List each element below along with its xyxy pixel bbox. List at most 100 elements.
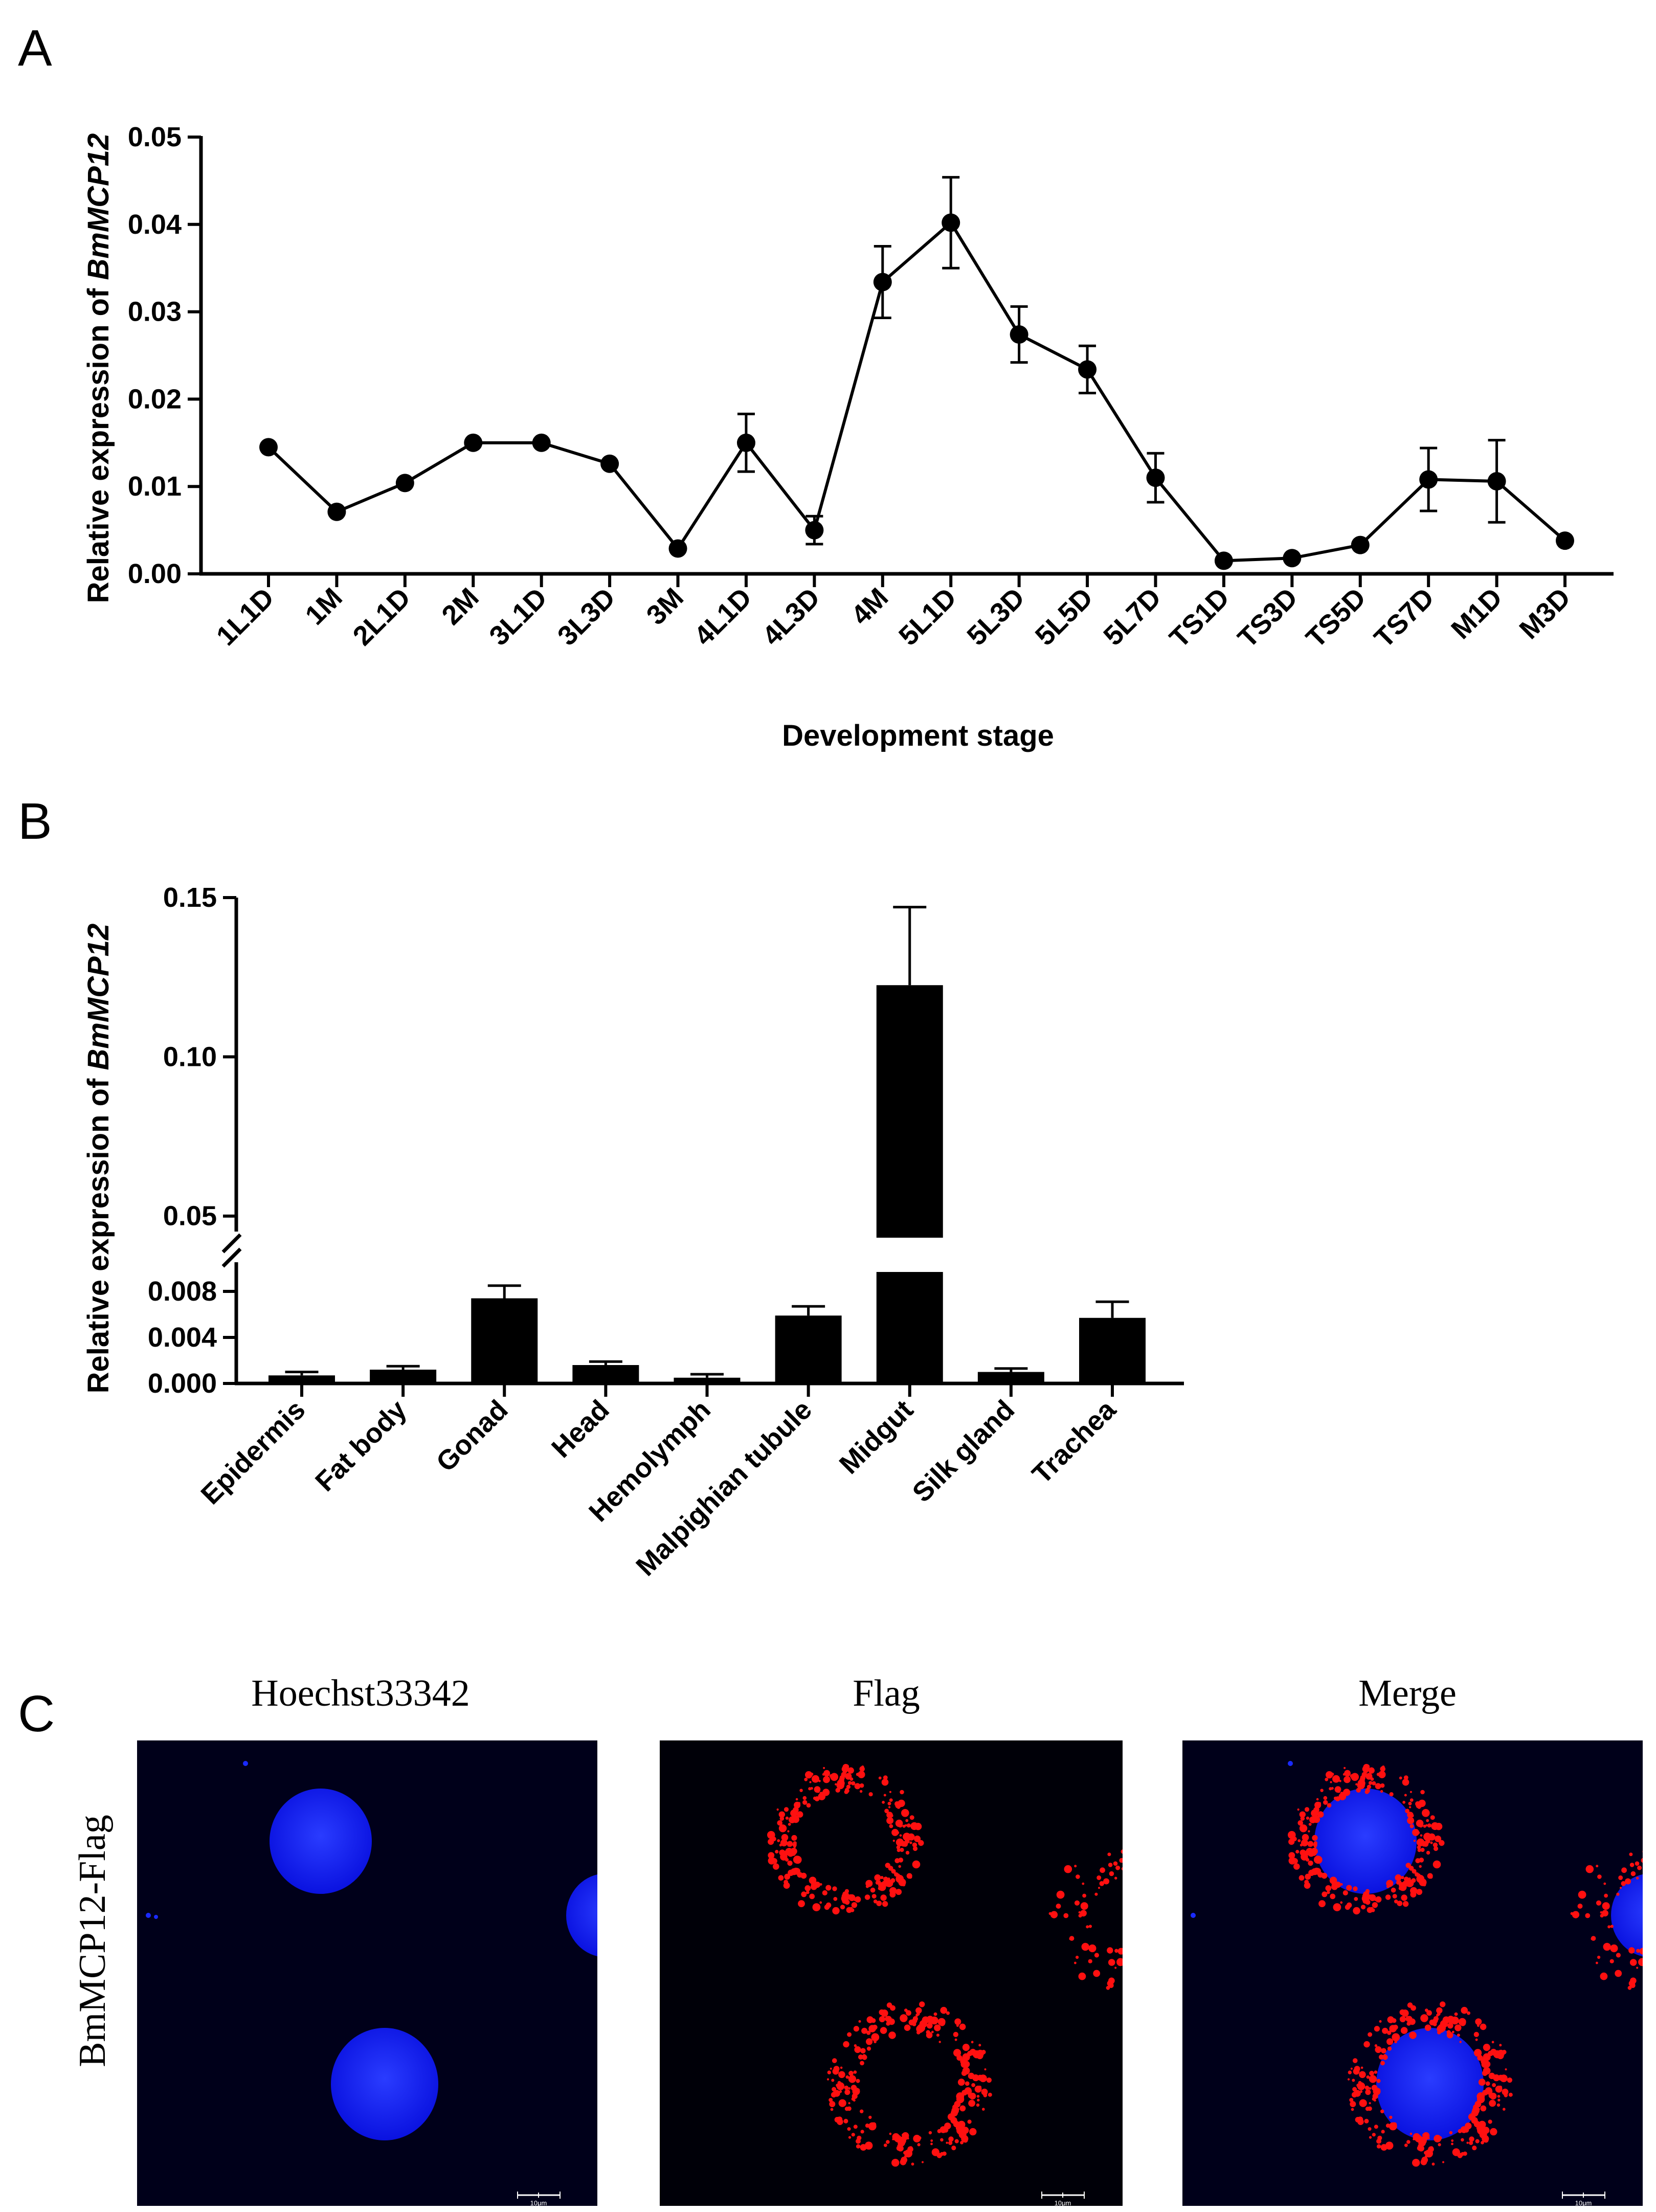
flag-dot: [902, 1883, 906, 1887]
flag-dot: [1353, 1886, 1358, 1891]
flag-dot: [1144, 1948, 1147, 1951]
flag-dot: [977, 2098, 980, 2102]
flag-dot: [1153, 1946, 1157, 1950]
flag-dot: [819, 1901, 822, 1904]
chart-b-ylabel: Relative expression of BmMCP12: [82, 924, 115, 1394]
flag-dot: [1353, 2092, 1358, 2096]
flag-dot: [1318, 1802, 1322, 1805]
flag-dot: [902, 2133, 905, 2137]
flag-dot: [953, 2031, 958, 2037]
flag-dot: [778, 1811, 786, 1818]
flag-dot: [1420, 2159, 1427, 2165]
flag-dot: [896, 1889, 902, 1895]
data-point: [1487, 472, 1506, 490]
flag-dot: [910, 1836, 913, 1839]
flag-dot: [844, 2085, 849, 2090]
flag-dot: [1635, 1861, 1640, 1866]
x-tick-label: 3L1D: [483, 582, 553, 652]
flag-dot: [1304, 1880, 1309, 1885]
x-tick-label: Malpighian tubule: [630, 1394, 818, 1582]
flag-dot: [1415, 1858, 1421, 1864]
y-tick-label: 0.000: [148, 1368, 217, 1399]
y-tick-label: 0.00: [128, 558, 182, 589]
x-tick-label: 4L1D: [688, 582, 758, 652]
chart-a-xlabel: Development stage: [782, 719, 1054, 752]
flag-dot: [1505, 2068, 1507, 2071]
flag-dot: [839, 2072, 843, 2076]
flag-dot: [784, 1873, 791, 1880]
flag-dot: [860, 2130, 864, 2134]
y-tick-label: 0.01: [128, 471, 182, 502]
flag-dot: [1490, 2128, 1497, 2136]
flag-dot: [1114, 1967, 1117, 1969]
flag-dot: [1313, 1816, 1320, 1823]
flag-dot: [1601, 1910, 1608, 1917]
flag-dot: [1326, 1771, 1333, 1779]
flag-dot: [1107, 1947, 1113, 1954]
chart-a-ylabel-gene: BmMCP12: [82, 133, 115, 280]
flag-dot: [1308, 1844, 1311, 1847]
flag-dot: [1157, 1889, 1162, 1894]
y-tick-label: 0.05: [128, 122, 182, 152]
flag-dot: [1439, 2008, 1443, 2012]
flag-dot: [1376, 2079, 1381, 2083]
flag-dot: [829, 2101, 836, 2107]
flag-dot: [1342, 1890, 1348, 1896]
x-tick-label: 5L7D: [1098, 582, 1167, 652]
flag-dot: [1489, 2090, 1493, 2093]
bar-chart-b: 0.000 0.004 0.008 0.05 0.10 0.15 EpidermisFat …: [148, 882, 1184, 1582]
flag-dot: [898, 1865, 901, 1868]
flag-dot: [978, 2085, 982, 2089]
flag-dot: [1406, 2021, 1411, 2026]
flag-dot: [832, 2087, 837, 2092]
flag-dot: [844, 2089, 851, 2095]
flag-dot: [912, 2016, 918, 2022]
flag-dot: [885, 2016, 891, 2022]
flag-dot: [1369, 2070, 1374, 2076]
flag-dot: [790, 1868, 798, 1875]
flag-dot: [866, 2030, 871, 2035]
x-tick-label: 2M: [436, 582, 484, 631]
panel-c-letter: C: [18, 1685, 55, 1742]
flag-dot: [1333, 1796, 1337, 1800]
x-tick-label: 4M: [845, 582, 894, 631]
flag-dot: [1409, 1824, 1414, 1828]
flag-dot: [1297, 1808, 1300, 1811]
flag-dot: [1158, 1953, 1163, 1958]
flag-dot: [845, 1773, 852, 1780]
flag-dot: [1361, 1894, 1370, 1903]
flag-dot: [1416, 1889, 1423, 1895]
flag-dot: [1629, 1852, 1633, 1857]
flag-dot: [865, 1885, 869, 1888]
flag-dot: [1429, 2146, 1434, 2150]
flag-dot: [1385, 1894, 1391, 1900]
flag-dot: [1636, 1949, 1640, 1953]
flag-dot: [1300, 1849, 1306, 1856]
flag-dot: [902, 1824, 906, 1828]
flag-dot: [1114, 1876, 1117, 1880]
flag-dot: [1417, 1848, 1421, 1852]
flag-dot: [1389, 2122, 1397, 2131]
data-point: [395, 474, 414, 493]
flag-dot: [1496, 2103, 1501, 2107]
x-tick-label: Midgut: [834, 1394, 920, 1480]
flag-dot: [1417, 1831, 1420, 1835]
flag-dot: [1088, 1944, 1096, 1953]
flag-dot: [1419, 1865, 1422, 1868]
flag-dot: [916, 2025, 924, 2033]
nucleus: [1314, 1789, 1417, 1894]
flag-dot: [1360, 1775, 1366, 1781]
flag-dot: [1420, 2014, 1428, 2022]
flag-dot: [1311, 1809, 1318, 1817]
flag-dot: [1153, 1945, 1159, 1951]
flag-dot: [1382, 2054, 1388, 2060]
flag-dot: [1368, 1767, 1375, 1774]
nucleus: [270, 1789, 372, 1894]
bar: [370, 1370, 437, 1383]
flag-dot: [1382, 2027, 1389, 2034]
flag-dot: [1312, 1835, 1318, 1841]
flag-dot: [890, 1878, 896, 1883]
flag-dot: [1374, 2070, 1378, 2074]
flag-dot: [961, 2070, 967, 2076]
flag-dot: [882, 1801, 885, 1804]
